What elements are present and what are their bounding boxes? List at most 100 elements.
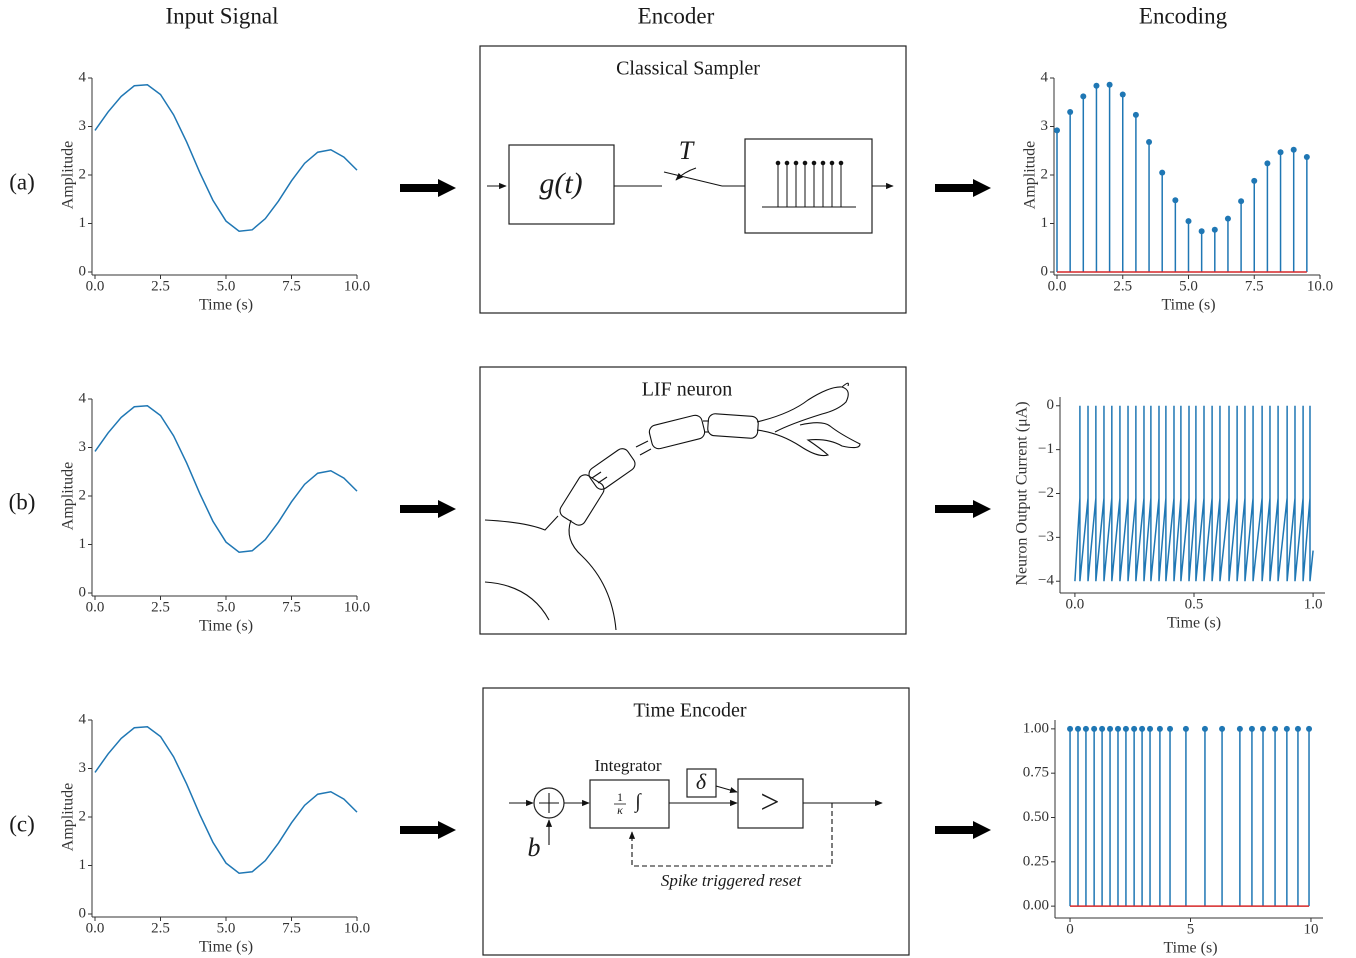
integrator-label: Integrator [594, 756, 661, 775]
x-axis-label: Time (s) [1161, 297, 1215, 314]
stem-marker [1284, 726, 1290, 732]
stem-marker [1272, 726, 1278, 732]
encoder-sampler: Classical Sampler g(t) T [480, 46, 906, 313]
y-axis-label: Amplitude [60, 462, 77, 530]
y-tick-label: 3 [79, 439, 87, 455]
stem-marker [1202, 726, 1208, 732]
stem-marker [1075, 726, 1081, 732]
y-tick-label: 0.50 [1023, 809, 1049, 825]
y-tick-label: 1.00 [1023, 720, 1049, 736]
y-tick-label: −2 [1038, 485, 1054, 501]
y-axis-label: Amplitude [1022, 141, 1039, 209]
row-label: (c) [9, 811, 35, 836]
switch-label: T [679, 136, 695, 165]
x-tick-label: 2.5 [151, 920, 170, 936]
bias-label: b [528, 833, 541, 862]
y-tick-label: 2 [79, 166, 87, 182]
y-tick-label: 2 [79, 487, 87, 503]
stem-marker [1295, 726, 1301, 732]
y-tick-label: 1 [1041, 215, 1049, 231]
y-tick-label: 4 [1041, 69, 1049, 85]
stem-marker [1172, 197, 1178, 203]
y-tick-label: 3 [79, 118, 87, 134]
y-tick-label: 2 [1041, 166, 1049, 182]
stem-marker [1120, 91, 1126, 97]
x-tick-label: 5.0 [217, 920, 236, 936]
row-label: (b) [9, 489, 36, 514]
signal-line [1075, 406, 1313, 581]
x-tick-label: 10.0 [344, 920, 370, 936]
x-axis-label: Time (s) [1167, 615, 1221, 632]
x-tick-label: 0.0 [86, 920, 105, 936]
x-axis-label: Time (s) [199, 939, 253, 956]
y-axis-label: Amplitude [60, 141, 77, 209]
flow-arrows [400, 179, 991, 839]
y-tick-label: 1 [79, 536, 87, 552]
encoder-time: Time Encoder b Integrator 1 κ ∫ δ > Spik… [483, 688, 909, 955]
y-tick-label: 0 [1047, 397, 1055, 413]
stem-marker [1249, 726, 1255, 732]
stem-marker [1225, 216, 1231, 222]
signal-line [95, 727, 357, 873]
stem-marker [1304, 154, 1310, 160]
y-tick-label: 4 [79, 390, 87, 406]
y-tick-label: 0 [79, 584, 87, 600]
stem-marker [1083, 726, 1089, 732]
x-tick-label: 2.5 [151, 278, 170, 294]
stem-marker [1159, 170, 1165, 176]
y-tick-label: 0.25 [1023, 853, 1049, 869]
x-tick-label: 7.5 [1245, 278, 1264, 294]
x-tick-label: 7.5 [282, 599, 301, 615]
feedback-label: Spike triggered reset [661, 871, 803, 890]
comparator-label: > [760, 784, 779, 821]
x-tick-label: 10.0 [1307, 278, 1333, 294]
stem-marker [1146, 139, 1152, 145]
x-tick-label: 0.0 [1048, 278, 1067, 294]
x-tick-label: 2.5 [151, 599, 170, 615]
x-tick-label: 5.0 [1179, 278, 1198, 294]
stem-marker [1167, 726, 1173, 732]
stem-marker [1054, 127, 1060, 133]
column-header: Input Signal [165, 3, 278, 28]
threshold-label: δ [696, 769, 707, 794]
x-tick-label: 10.0 [344, 599, 370, 615]
stem-marker [1278, 149, 1284, 155]
stem-marker [1093, 83, 1099, 89]
y-tick-label: 0.75 [1023, 765, 1049, 781]
stem-marker [1107, 726, 1113, 732]
x-tick-label: 0 [1066, 921, 1074, 937]
y-tick-label: 1 [79, 215, 87, 231]
stem-marker [1080, 93, 1086, 99]
x-tick-label: 7.5 [282, 920, 301, 936]
stem-marker [1264, 160, 1270, 166]
y-tick-label: 1 [79, 857, 87, 873]
stem-marker [1291, 147, 1297, 153]
y-tick-label: 0 [1041, 263, 1049, 279]
x-tick-label: 2.5 [1113, 278, 1132, 294]
stem-marker [1091, 726, 1097, 732]
x-tick-label: 1.0 [1304, 596, 1323, 612]
stem-marker [1219, 726, 1225, 732]
stem-marker [1157, 726, 1163, 732]
stem-marker [1306, 726, 1312, 732]
stem-marker [1131, 726, 1137, 732]
y-tick-label: 2 [79, 808, 87, 824]
y-tick-label: 3 [79, 760, 87, 776]
x-tick-label: 0.0 [86, 599, 105, 615]
stem-marker [1260, 726, 1266, 732]
x-tick-label: 10 [1303, 921, 1318, 937]
x-tick-label: 0.0 [86, 278, 105, 294]
y-tick-label: −1 [1038, 441, 1054, 457]
x-tick-label: 0.5 [1185, 596, 1204, 612]
x-tick-label: 5.0 [217, 278, 236, 294]
signal-line [95, 85, 357, 231]
stem-marker [1133, 112, 1139, 118]
x-axis-label: Time (s) [199, 297, 253, 314]
y-tick-label: −3 [1038, 529, 1054, 545]
encoder-title: Time Encoder [633, 700, 746, 722]
stem-marker [1238, 198, 1244, 204]
stem-marker [1107, 82, 1113, 88]
stem-marker [1199, 228, 1205, 234]
column-header: Encoding [1139, 3, 1228, 28]
x-tick-label: 5.0 [217, 599, 236, 615]
